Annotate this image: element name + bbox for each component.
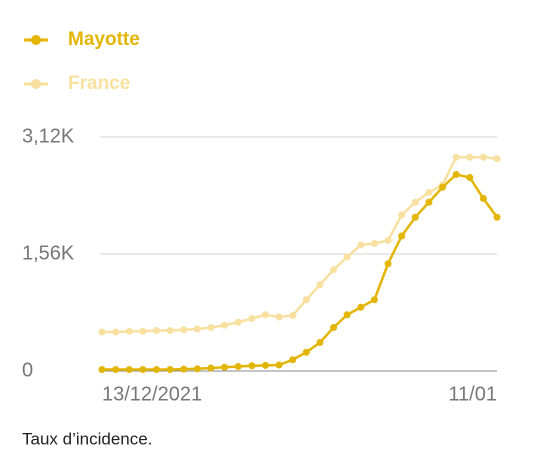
data-point [493,213,501,221]
data-point [425,198,433,206]
data-point [370,240,378,247]
x-tick-label: 11/01 [448,383,497,405]
data-point [479,195,487,202]
data-point [452,153,460,161]
data-point [275,361,283,369]
data-point [207,324,215,331]
data-point [207,364,215,372]
data-point [125,327,133,335]
data-point [384,237,392,244]
data-point [493,155,501,163]
data-point [370,296,378,304]
data-point [139,327,147,335]
series-line [102,156,498,334]
data-point [125,366,133,373]
data-point [411,198,419,206]
legend-label: Mayotte [68,29,140,50]
x-tick-label: 13/12/2021 [102,383,202,405]
data-point [98,366,106,373]
data-point [261,361,269,369]
data-point [112,366,120,373]
data-point [466,153,474,161]
y-tick-label: 0 [22,359,33,381]
data-point [248,362,256,370]
data-point [398,211,406,219]
data-point [302,348,310,356]
data-point [384,260,392,268]
data-point [234,363,242,370]
data-point [452,171,460,178]
data-point [193,325,201,333]
legend-dot [31,79,41,89]
data-point [466,174,474,181]
data-point [166,366,174,373]
data-point [316,281,324,289]
legend-dot [31,35,41,45]
data-point [330,266,338,274]
data-point [234,318,242,326]
data-point [193,365,201,373]
y-tick-label: 3,12K [22,125,75,147]
data-point [221,363,229,371]
data-point [166,327,174,334]
data-point [411,213,419,221]
data-point [261,311,269,319]
legend-label: France [68,73,130,94]
data-point [439,183,447,191]
data-point [275,313,283,321]
data-point [289,312,297,319]
data-point [139,366,147,373]
data-point [98,328,106,336]
y-tick-label: 1,56K [22,242,75,264]
data-point [302,296,310,304]
data-point [316,339,324,346]
caption: Taux d’incidence. [22,429,152,448]
data-point [398,232,406,240]
data-point [425,189,433,196]
data-point [112,328,120,336]
data-point [289,356,297,364]
series-line [102,173,499,371]
data-point [357,241,365,249]
data-point [152,327,160,334]
data-point [479,153,487,161]
data-point [152,366,160,373]
data-point [343,253,351,261]
data-point [180,326,188,334]
data-point [180,365,188,373]
data-point [357,303,365,311]
data-point [248,315,256,322]
data-point [330,324,338,331]
data-point [343,311,351,319]
data-point [221,321,229,329]
